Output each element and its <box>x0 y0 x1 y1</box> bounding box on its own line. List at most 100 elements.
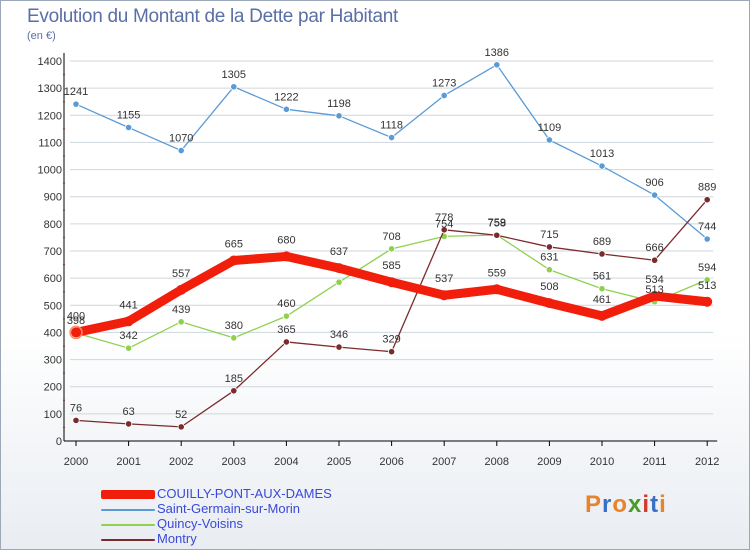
data-point <box>598 250 606 258</box>
logo-letter: P <box>585 491 603 518</box>
data-label: 1155 <box>117 110 141 122</box>
data-point <box>650 256 659 264</box>
data-label: 441 <box>119 299 137 311</box>
data-point <box>72 416 80 424</box>
series-montry <box>72 196 711 431</box>
data-point <box>703 196 711 204</box>
data-point <box>387 133 396 142</box>
data-label: 1109 <box>538 122 562 134</box>
data-label: 759 <box>488 217 506 229</box>
y-tick-label: 1100 <box>38 137 62 149</box>
x-tick-label: 2009 <box>537 456 561 468</box>
data-point <box>387 348 396 356</box>
data-point <box>598 162 606 170</box>
x-tick-label: 2012 <box>695 456 719 468</box>
gridlines <box>70 60 714 415</box>
data-point <box>282 338 290 346</box>
data-label: 508 <box>540 281 558 293</box>
data-label: 744 <box>698 221 716 233</box>
data-label: 461 <box>593 294 611 306</box>
x-tick-label: 2006 <box>379 456 403 468</box>
legend-swatch <box>101 539 155 541</box>
data-label: 63 <box>122 406 134 418</box>
data-label: 689 <box>593 236 611 248</box>
data-label: 1070 <box>169 133 193 145</box>
series-couilly-pont-aux-dames <box>71 251 713 338</box>
data-label: 329 <box>382 334 400 346</box>
data-label: 400 <box>67 310 85 322</box>
proxiti-logo: Proxiti <box>585 491 667 519</box>
data-point <box>544 298 555 309</box>
x-tick-label: 2011 <box>643 456 667 468</box>
data-point <box>545 266 554 274</box>
legend-label: Montry <box>157 531 197 546</box>
data-label: 1273 <box>432 77 456 89</box>
data-label: 513 <box>698 280 716 292</box>
y-tick-label: 1300 <box>38 83 62 95</box>
data-label: 680 <box>277 234 295 246</box>
data-point <box>72 100 80 108</box>
data-point <box>493 231 501 239</box>
data-point <box>230 334 238 342</box>
data-point <box>650 191 659 199</box>
data-point <box>177 146 185 155</box>
data-label: 398 <box>67 315 85 327</box>
data-label: 889 <box>698 182 716 194</box>
x-tick-label: 2007 <box>432 456 456 468</box>
data-label: 1013 <box>590 148 614 160</box>
y-tick-label: 500 <box>44 300 62 312</box>
data-label: 513 <box>645 284 663 296</box>
data-label: 715 <box>540 229 558 241</box>
data-point <box>177 318 185 326</box>
data-label: 342 <box>119 330 137 342</box>
data-label: 778 <box>435 212 453 224</box>
data-point <box>440 91 448 100</box>
data-label: 561 <box>593 271 611 283</box>
data-point <box>125 344 133 352</box>
data-point <box>702 296 713 307</box>
data-point <box>125 420 133 428</box>
data-point <box>439 290 450 301</box>
legend-swatch <box>101 509 155 511</box>
data-point <box>282 105 290 113</box>
y-tick-label: 300 <box>44 355 62 367</box>
data-label: 537 <box>435 273 453 285</box>
data-point <box>123 316 134 327</box>
x-tick-label: 2004 <box>274 456 298 468</box>
chart-title: Evolution du Montant de la Dette par Hab… <box>27 6 398 27</box>
logo-letter: o <box>612 491 629 518</box>
data-label: 1118 <box>380 120 403 132</box>
data-point <box>545 136 554 144</box>
data-label: 559 <box>488 267 506 279</box>
y-tick-label: 700 <box>44 246 62 258</box>
logo-letter: t <box>650 491 660 518</box>
data-label: 534 <box>645 274 663 286</box>
data-point <box>387 245 396 253</box>
data-point <box>71 327 81 338</box>
data-label: 52 <box>175 409 187 421</box>
data-point <box>545 243 554 251</box>
data-label: 906 <box>645 177 663 189</box>
data-point <box>335 278 343 286</box>
legend-swatch <box>101 524 155 526</box>
data-label: 758 <box>488 217 506 229</box>
data-point <box>491 284 502 295</box>
legend-label: COUILLY-PONT-AUX-DAMES <box>157 486 332 501</box>
data-label: 1386 <box>485 47 509 59</box>
y-tick-label: 1000 <box>38 165 62 177</box>
data-label: 346 <box>330 329 348 341</box>
legend-label: Saint-Germain-sur-Morin <box>157 501 301 516</box>
data-point <box>703 235 711 243</box>
data-label: 665 <box>225 239 243 251</box>
y-tick-label: 600 <box>44 273 62 285</box>
data-label: 708 <box>382 231 400 243</box>
data-label: 594 <box>698 262 716 274</box>
y-tick-label: 1200 <box>38 110 62 122</box>
series-group <box>69 61 713 431</box>
data-point <box>386 277 397 288</box>
data-point <box>177 423 185 431</box>
logo-letter: x <box>628 491 643 518</box>
